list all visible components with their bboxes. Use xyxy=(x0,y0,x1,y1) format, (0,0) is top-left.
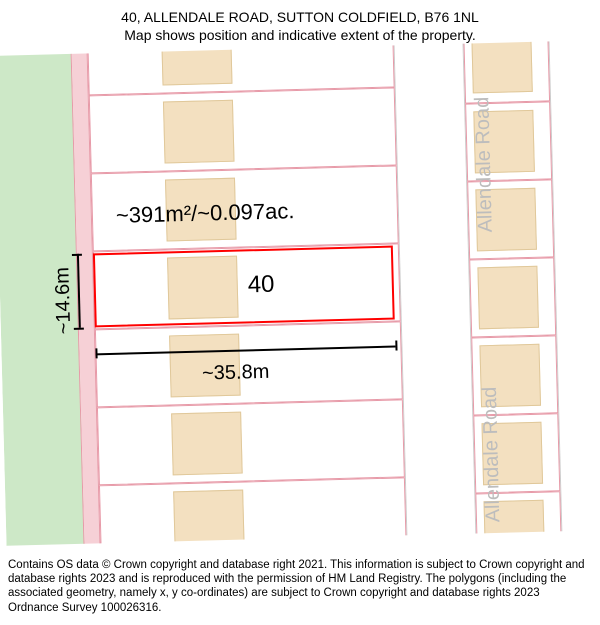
building-left-6 xyxy=(173,490,245,546)
annotation-width: ~35.8m xyxy=(202,361,270,386)
plot-left-1 xyxy=(89,87,397,173)
header: 40, ALLENDALE ROAD, SUTTON COLDFIELD, B7… xyxy=(0,0,600,48)
building-left-5 xyxy=(171,412,243,476)
plot-left-6 xyxy=(99,477,407,545)
plot-left-0 xyxy=(87,40,395,95)
building-right-3 xyxy=(477,266,539,330)
annotation-house-number: 40 xyxy=(247,271,274,300)
annotation-height: ~14.6m xyxy=(51,267,76,335)
map-canvas: Allendale Road Allendale Road ~391m²/~0.09… xyxy=(0,40,600,546)
road-label-1: Allendale Road xyxy=(479,386,506,522)
building-left-1 xyxy=(163,100,235,164)
footer-copyright: Contains OS data © Crown copyright and d… xyxy=(0,552,600,625)
header-title: 40, ALLENDALE ROAD, SUTTON COLDFIELD, B7… xyxy=(10,8,590,26)
annotation-area: ~391m²/~0.097ac. xyxy=(116,198,295,229)
road-label-0: Allendale Road xyxy=(471,97,498,233)
building-right-0 xyxy=(471,40,533,93)
plot-left-5 xyxy=(97,399,405,485)
property-highlight xyxy=(93,246,395,328)
